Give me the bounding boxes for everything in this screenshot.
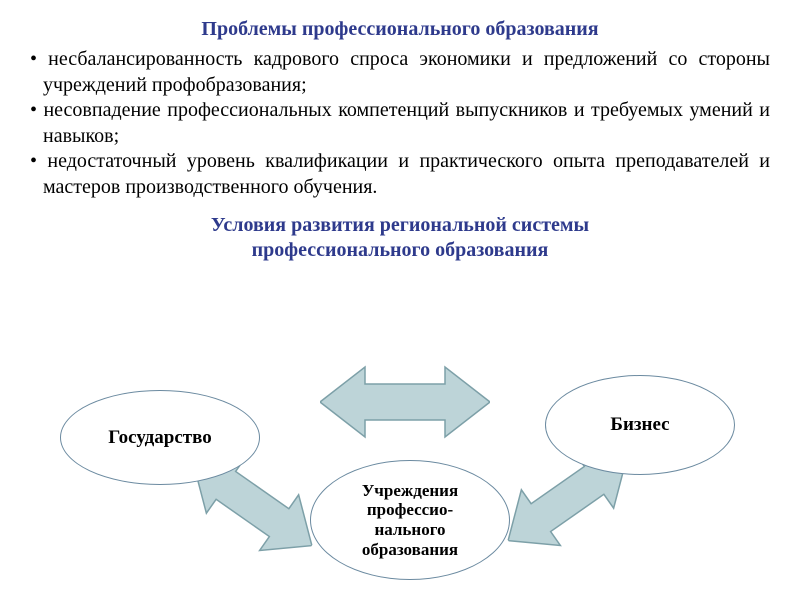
bullet-list: • несбалансированность кадрового спроса … bbox=[0, 41, 800, 201]
node-institutions-line: профессио- bbox=[367, 500, 453, 519]
node-institutions-line: образования bbox=[362, 540, 458, 559]
node-business-label: Бизнес bbox=[610, 414, 669, 436]
bullet-text: несбалансированность кадрового спроса эк… bbox=[43, 48, 770, 96]
node-institutions-line: Учреждения bbox=[362, 481, 458, 500]
node-state-label: Государство bbox=[108, 427, 211, 449]
node-state: Государство bbox=[60, 390, 260, 485]
bullet-item: • несовпадение профессиональных компетен… bbox=[30, 98, 770, 149]
arrow-state-business bbox=[320, 362, 490, 442]
diagram-stage: Государство Бизнес Учреждения профессио-… bbox=[0, 330, 800, 600]
title-conditions-line1: Условия развития региональной системы bbox=[211, 214, 589, 236]
title-problems: Проблемы профессионального образования bbox=[0, 0, 800, 41]
title-conditions-line2: профессионального образования bbox=[252, 239, 549, 261]
node-institutions-line: нального bbox=[374, 520, 445, 539]
bullet-text: несовпадение профессиональных компетенци… bbox=[43, 99, 770, 147]
bullet-text: недостаточный уровень квалификации и пра… bbox=[43, 150, 770, 198]
node-business: Бизнес bbox=[545, 375, 735, 475]
bullet-item: • несбалансированность кадрового спроса … bbox=[30, 47, 770, 98]
node-institutions: Учреждения профессио- нального образован… bbox=[310, 460, 510, 580]
bullet-item: • недостаточный уровень квалификации и п… bbox=[30, 149, 770, 200]
title-conditions: Условия развития региональной системы пр… bbox=[0, 201, 800, 263]
